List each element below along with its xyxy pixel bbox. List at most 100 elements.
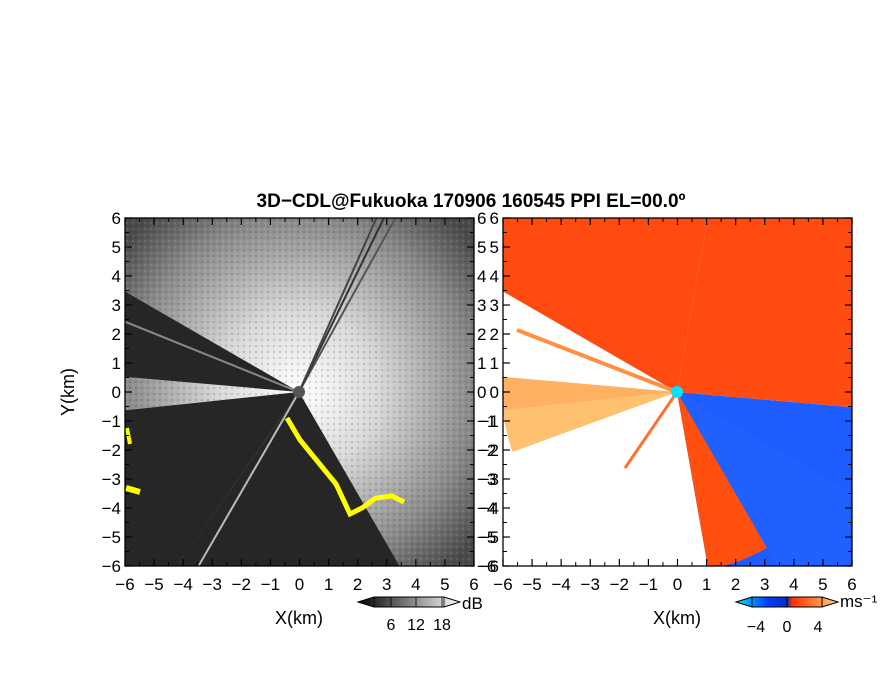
y-tick-label: 2 <box>112 325 121 344</box>
y-tick-label-right: 5 <box>477 238 486 257</box>
x-tick-label: −4 <box>173 575 192 594</box>
beam-line <box>298 218 378 393</box>
blocked-sector <box>125 392 299 566</box>
velocity-colorbar-tick: 0 <box>783 619 792 636</box>
beam-line <box>298 218 397 393</box>
x-tick-label: −1 <box>639 575 658 594</box>
y-tick-label-right: 2 <box>477 325 486 344</box>
x-tick-label: −5 <box>144 575 163 594</box>
velocity-sector <box>503 392 677 452</box>
velocity-xlabel: X(km) <box>653 608 701 628</box>
snr-blocked-sectors <box>125 218 400 566</box>
velocity-sector <box>677 392 852 566</box>
x-tick-label: 3 <box>760 575 769 594</box>
velocity-beam <box>623 391 679 469</box>
snr-colorbar: dB 6 12 18 <box>356 594 483 634</box>
y-tick-label: 4 <box>490 267 499 286</box>
y-tick-label: −3 <box>480 470 499 489</box>
x-tick-label: 0 <box>673 575 682 594</box>
x-tick-label: 1 <box>702 575 711 594</box>
y-tick-label: −6 <box>102 557 121 576</box>
low-quality-edge <box>284 416 406 518</box>
x-tick-label: 1 <box>324 575 333 594</box>
y-tick-label: 4 <box>112 267 121 286</box>
x-tick-label: 0 <box>295 575 304 594</box>
snr-colorbar-tick: 12 <box>407 617 425 634</box>
y-tick-label-right: −6 <box>477 557 496 576</box>
x-tick-label: 3 <box>382 575 391 594</box>
snr-xlabel: X(km) <box>275 608 323 628</box>
snr-colorbar-unit: dB <box>462 594 483 613</box>
velocity-colorbar-tick: −4 <box>747 619 765 636</box>
y-tick-label-right: −5 <box>477 528 496 547</box>
y-tick-label: −5 <box>102 528 121 547</box>
x-tick-label: 4 <box>789 575 798 594</box>
radar-site-marker <box>293 386 305 398</box>
y-tick-label: −2 <box>480 441 499 460</box>
y-tick-label-right: −1 <box>477 412 496 431</box>
y-tick-label: 5 <box>490 238 499 257</box>
velocity-colorbar-tick: 4 <box>814 619 823 636</box>
y-tick-label: 2 <box>490 325 499 344</box>
y-tick-label: −1 <box>480 412 499 431</box>
y-tick-label-right: −3 <box>477 470 496 489</box>
y-tick-label: −4 <box>102 499 121 518</box>
y-tick-label: 0 <box>490 383 499 402</box>
y-tick-label: −3 <box>102 470 121 489</box>
x-tick-label: −3 <box>203 575 222 594</box>
snr-panel: −6 −5 −4 −3 −2 −1 0 1 2 3 4 5 66 65 54 43 32 21 10 0−1 −1−2−… <box>58 209 496 634</box>
snr-plot-area <box>125 218 474 566</box>
y-tick-label: −2 <box>102 441 121 460</box>
y-tick-label: −5 <box>480 528 499 547</box>
y-tick-label: −6 <box>480 557 499 576</box>
velocity-sector <box>677 218 852 408</box>
beam-line <box>125 320 300 393</box>
velocity-colorbar-unit: ms⁻¹ <box>840 592 878 611</box>
x-tick-label: 6 <box>847 575 856 594</box>
x-tick-label: −6 <box>493 575 512 594</box>
x-tick-label: 2 <box>731 575 740 594</box>
beam-line <box>197 391 300 566</box>
velocity-sectors <box>503 218 852 566</box>
y-tick-label: 3 <box>490 296 499 315</box>
y-tick-label-right: 4 <box>477 267 486 286</box>
radar-site-marker <box>671 386 683 398</box>
x-tick-label: −2 <box>610 575 629 594</box>
beam-line <box>298 218 385 393</box>
x-tick-label: 2 <box>353 575 362 594</box>
y-tick-label: 1 <box>490 354 499 373</box>
x-tick-label: 5 <box>440 575 449 594</box>
x-tick-label: −1 <box>261 575 280 594</box>
x-tick-label: 6 <box>469 575 478 594</box>
x-tick-label: −4 <box>551 575 570 594</box>
y-tick-label: 0 <box>112 383 121 402</box>
snr-colorbar-tick: 18 <box>433 617 451 634</box>
y-tick-label: 3 <box>112 296 121 315</box>
y-tick-label-right: −2 <box>477 441 496 460</box>
chart-title: 3D−CDL@Fukuoka 170906 160545 PPI EL=00.0… <box>257 191 686 212</box>
blocked-sector <box>125 291 299 392</box>
velocity-sector <box>677 392 767 566</box>
x-tick-label: −2 <box>232 575 251 594</box>
y-tick-label-right: 1 <box>477 354 486 373</box>
y-tick-label-right: 6 <box>477 209 486 228</box>
y-tick-label: 1 <box>112 354 121 373</box>
y-tick-label: 5 <box>112 238 121 257</box>
blocked-sector <box>177 392 400 566</box>
y-tick-label: 6 <box>112 209 121 228</box>
y-tick-label: −1 <box>102 412 121 431</box>
y-tick-label-right: 3 <box>477 296 486 315</box>
x-tick-label: −6 <box>115 575 134 594</box>
velocity-sector <box>503 218 708 392</box>
y-tick-label: −4 <box>480 499 499 518</box>
snr-colorbar-tick: 6 <box>387 617 396 634</box>
x-tick-label: 5 <box>818 575 827 594</box>
snr-ylabel: Y(km) <box>58 368 78 416</box>
velocity-plot-area <box>503 218 852 566</box>
velocity-sector <box>503 376 677 411</box>
x-tick-label: −5 <box>522 575 541 594</box>
y-tick-label-right: −4 <box>477 499 496 518</box>
x-tick-label: 4 <box>411 575 420 594</box>
